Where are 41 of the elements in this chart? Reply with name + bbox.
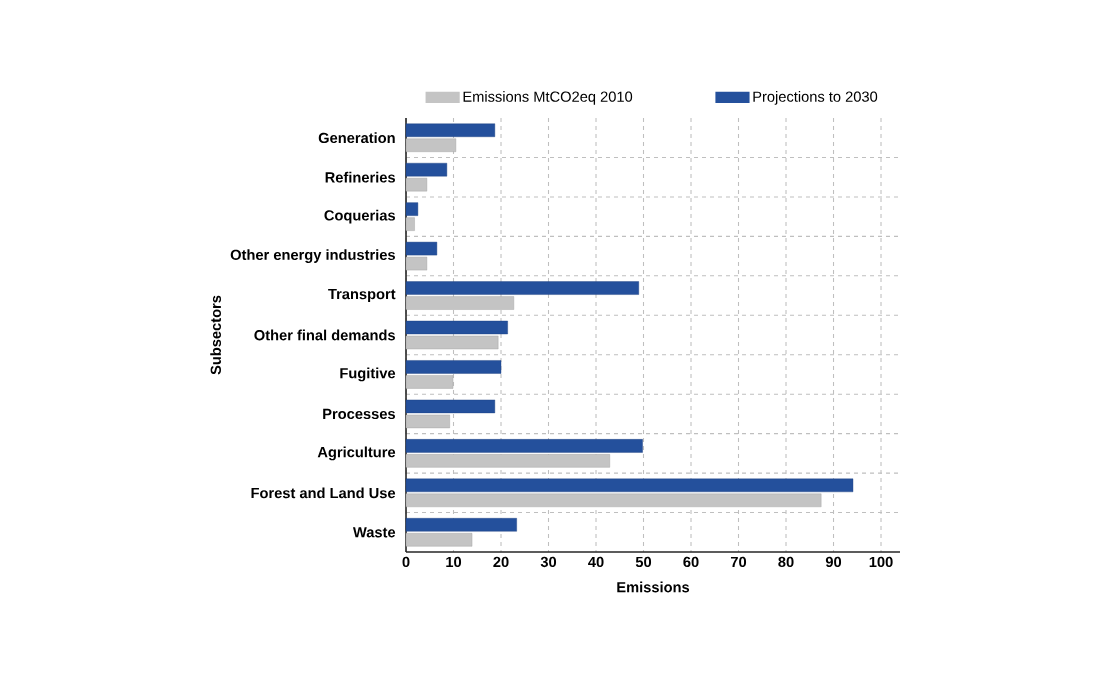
x-tick-label: 90: [825, 556, 842, 568]
legend-label: Emissions MtCO2eq 2010: [463, 91, 633, 105]
y-tick-label: Waste: [352, 527, 396, 538]
bar: [405, 241, 438, 256]
x-tick-label: 30: [540, 556, 557, 568]
bar: [405, 320, 508, 335]
y-tick-label: Generation: [318, 132, 395, 144]
x-tick-label: 60: [683, 556, 699, 568]
bar: [405, 414, 450, 429]
bar: [405, 478, 854, 493]
x-tick-label: 40: [588, 556, 604, 568]
y-tick-label: Other energy industries: [230, 249, 395, 263]
x-tick-label: 70: [730, 556, 747, 568]
y-axis-title: Subsectors: [210, 295, 221, 375]
legend-label: Projections to 2030: [753, 91, 878, 105]
y-tick-label: Agriculture: [317, 446, 396, 461]
x-axis-title: Emissions: [617, 581, 690, 593]
bar: [405, 360, 502, 374]
y-tick-label: Coquerias: [324, 209, 395, 224]
bar: [405, 256, 428, 271]
x-tick-label: 50: [635, 556, 652, 568]
y-tick-label: Fugitive: [340, 367, 396, 382]
bar: [405, 177, 428, 192]
bar: [405, 399, 496, 414]
bar: [405, 518, 517, 532]
x-tick-label: 0: [402, 556, 410, 568]
bar: [405, 202, 419, 216]
y-tick-label: Refineries: [325, 171, 395, 183]
x-tick-label: 100: [869, 556, 893, 568]
y-tick-label: Other final demands: [254, 329, 395, 341]
y-tick-label: Transport: [328, 288, 396, 303]
bar: [405, 162, 448, 177]
x-tick-label: 10: [446, 556, 462, 568]
x-tick-label: 20: [493, 556, 509, 568]
y-tick-label: Processes: [323, 408, 395, 420]
x-tick-label: 80: [778, 556, 794, 568]
y-tick-label: Forest and Land Use: [251, 487, 396, 499]
bar: [405, 281, 639, 295]
bar: [405, 123, 496, 137]
bar: [405, 217, 415, 231]
bar: [405, 439, 643, 453]
